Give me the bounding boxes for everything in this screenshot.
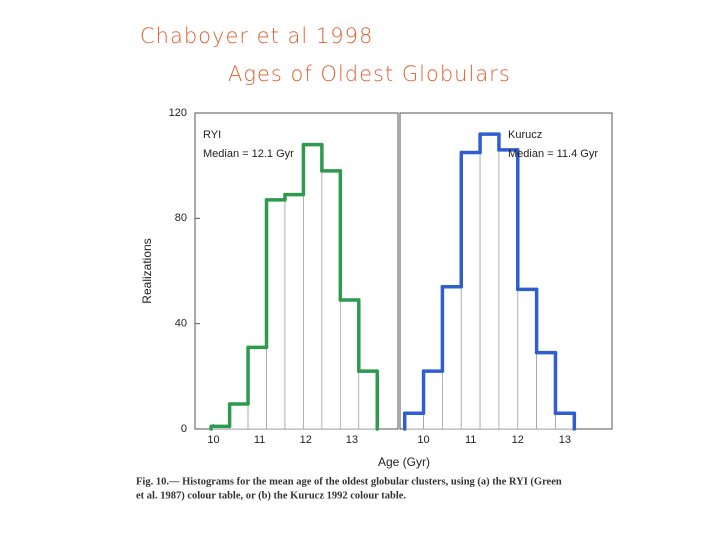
bar xyxy=(498,149,519,430)
handwritten-title: Chaboyer et al 1998 xyxy=(140,24,373,48)
x-tick-label: 13 xyxy=(559,434,571,446)
bar xyxy=(284,194,304,430)
bar xyxy=(423,370,443,430)
annotation: RYI xyxy=(203,129,221,141)
x-tick-label: 11 xyxy=(254,434,265,446)
annotation: Kurucz xyxy=(508,129,542,141)
x-tick-label: 11 xyxy=(465,434,476,446)
x-tick-label: 10 xyxy=(207,434,219,446)
bar xyxy=(404,412,424,430)
y-tick-label: 40 xyxy=(175,318,187,330)
y-tick-label: 0 xyxy=(181,423,187,435)
bar xyxy=(442,286,462,430)
y-axis-label: Realizations xyxy=(140,238,154,303)
y-tick-label: 80 xyxy=(175,212,187,224)
bar xyxy=(229,403,249,430)
x-tick-label: 12 xyxy=(300,434,312,446)
bar xyxy=(517,289,537,430)
bar xyxy=(266,199,286,430)
bar xyxy=(247,347,267,430)
bar xyxy=(321,170,341,430)
bar xyxy=(555,412,575,430)
x-tick-label: 13 xyxy=(346,434,358,446)
handwritten-subtitle: Ages of Oldest Globulars xyxy=(228,62,511,86)
x-tick-label: 12 xyxy=(512,434,524,446)
x-tick-label: 10 xyxy=(417,434,429,446)
annotation: Median = 11.4 Gyr xyxy=(508,148,598,160)
bar xyxy=(303,144,323,430)
caption-line: Fig. 10.— Histograms for the mean age of… xyxy=(136,476,562,487)
bar xyxy=(358,370,378,430)
x-axis-label: Age (Gyr) xyxy=(378,455,430,469)
bar xyxy=(536,352,556,430)
bar xyxy=(479,133,500,430)
y-tick-label: 120 xyxy=(169,107,187,119)
annotation: Median = 12.1 Gyr xyxy=(203,148,294,160)
bar xyxy=(339,299,360,430)
caption-line: et al. 1987) colour table, or (b) the Ku… xyxy=(136,490,406,501)
bar xyxy=(460,152,481,430)
